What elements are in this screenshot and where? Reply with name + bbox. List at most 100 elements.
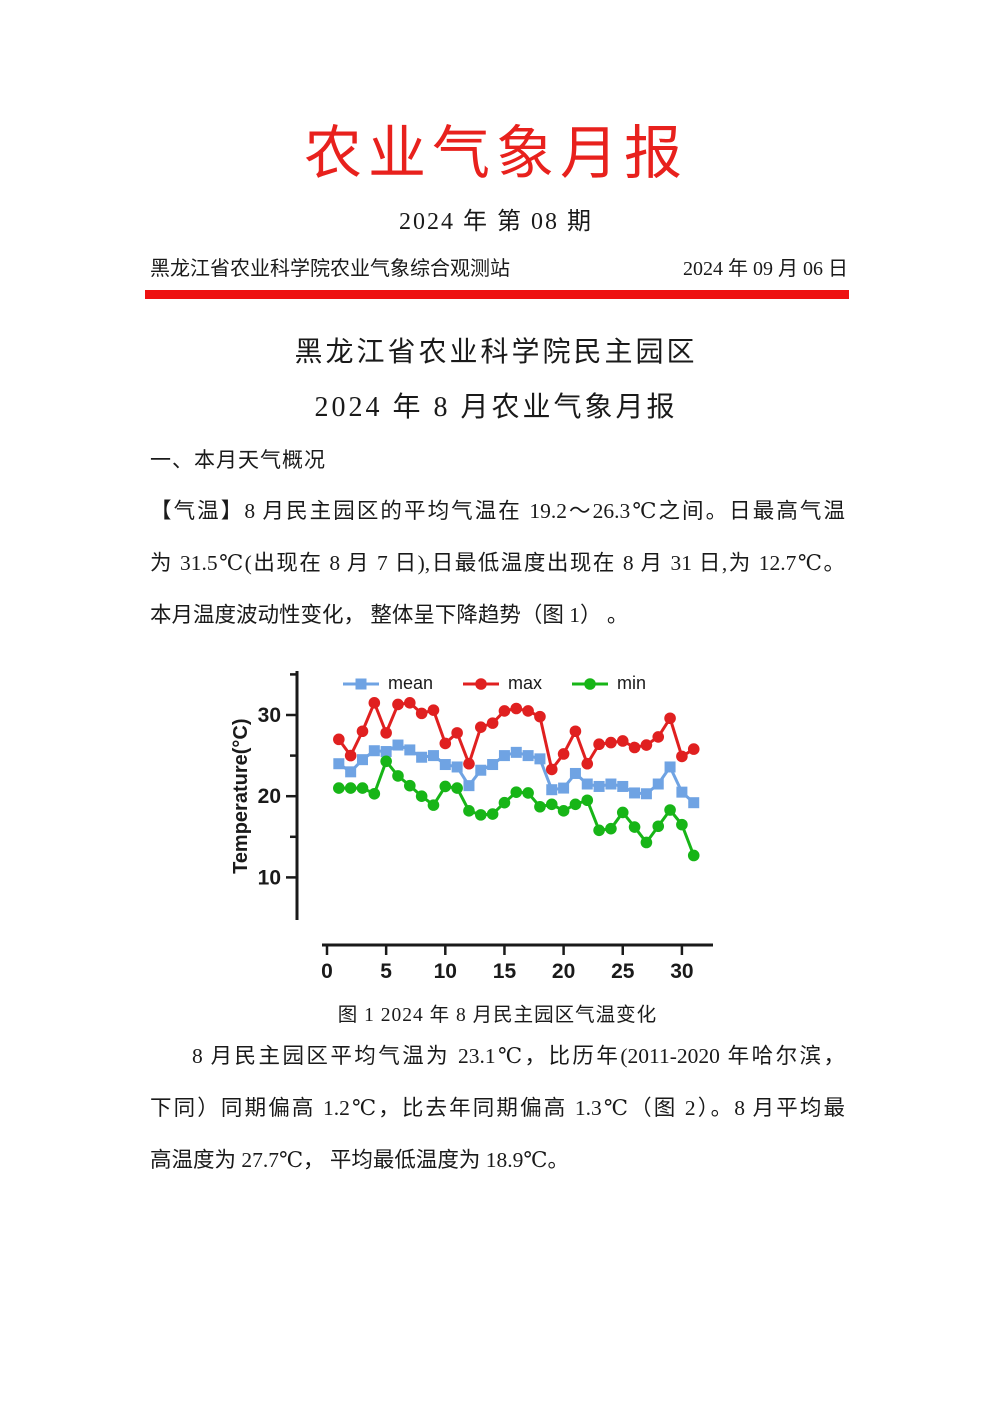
paragraph2-line1: 8 月民主园区平均气温为 23.1℃，比历年(2011-2020 年哈尔滨，: [192, 1044, 845, 1068]
data-point-min: [486, 808, 499, 820]
x-tick-label: 20: [552, 960, 575, 983]
data-point-mean: [664, 761, 676, 773]
data-point-mean: [688, 797, 700, 809]
data-point-mean: [605, 778, 617, 790]
legend-label-max: max: [508, 673, 543, 693]
data-point-mean: [522, 750, 534, 762]
data-point-mean: [629, 787, 641, 799]
data-point-mean: [404, 744, 416, 756]
data-point-max: [451, 727, 463, 739]
data-point-mean: [534, 753, 546, 765]
paragraph1-line3: 本月温度波动性变化， 整体呈下降趋势（图 1） 。: [150, 603, 629, 627]
data-point-min: [545, 798, 558, 811]
max-series-marker-icon: [463, 677, 500, 690]
data-point-min: [368, 787, 381, 800]
data-point-max: [498, 705, 511, 717]
data-point-max: [368, 697, 381, 709]
data-point-min: [616, 806, 629, 819]
data-point-max: [640, 739, 653, 751]
data-point-min: [522, 787, 534, 799]
data-point-mean: [558, 782, 570, 794]
data-point-max: [486, 717, 499, 729]
data-point-max: [628, 741, 641, 754]
data-point-min: [356, 782, 369, 794]
y-tick-label: 10: [258, 866, 281, 889]
data-point-mean: [380, 746, 392, 758]
data-point-mean: [475, 764, 487, 776]
data-point-min: [344, 782, 357, 794]
chart-legend: mean max min: [343, 673, 646, 694]
paragraph2-line3: 高温度为 27.7℃， 平均最低温度为 18.9℃。: [150, 1148, 569, 1172]
data-point-min: [557, 805, 570, 817]
legend-item-mean: mean: [343, 673, 433, 694]
data-point-max: [404, 697, 416, 709]
data-point-max: [581, 757, 594, 770]
data-point-max: [652, 731, 665, 743]
header-rule: [145, 290, 849, 299]
data-point-min: [640, 836, 653, 849]
data-point-mean: [617, 780, 629, 792]
data-point-mean: [640, 788, 652, 800]
data-point-min: [593, 824, 605, 837]
issue-number: 2024 年 第 08 期: [399, 209, 593, 235]
data-point-mean: [569, 767, 581, 779]
data-point-mean: [652, 778, 664, 790]
data-point-min: [652, 820, 665, 833]
data-point-max: [676, 750, 688, 763]
legend-label-mean: mean: [388, 673, 434, 693]
data-point-min: [333, 782, 345, 794]
paragraph1-line1: 【气温】8 月民主园区的平均气温在 19.2～26.3℃之间。日最高气温: [150, 499, 845, 523]
x-tick-label: 5: [380, 960, 392, 983]
data-point-mean: [368, 745, 380, 757]
min-series-marker-icon: [572, 677, 609, 690]
data-point-max: [569, 725, 582, 738]
data-point-max: [439, 737, 452, 750]
masthead: 黑龙江省农业科学院农业气象综合观测站 2024 年 09 月 06 日: [150, 255, 848, 283]
data-point-mean: [416, 751, 428, 763]
section1-title: 一、本月天气概况: [150, 448, 326, 472]
data-point-min: [474, 809, 487, 821]
data-point-mean: [581, 778, 593, 790]
document-heading-line2: 2024 年 8 月农业气象月报: [314, 392, 678, 423]
publish-date: 2024 年 09 月 06 日: [683, 258, 848, 280]
data-point-mean: [593, 780, 605, 792]
data-point-max: [557, 748, 570, 760]
data-point-max: [616, 735, 629, 747]
data-point-max: [510, 702, 523, 715]
x-tick-label: 25: [611, 960, 635, 983]
legend-item-min: min: [572, 673, 646, 694]
data-point-max: [415, 707, 428, 720]
data-point-max: [333, 733, 345, 746]
data-point-min: [415, 790, 428, 802]
data-point-mean: [356, 754, 368, 766]
data-point-max: [605, 736, 617, 749]
data-point-min: [605, 822, 617, 835]
data-point-max: [522, 705, 534, 717]
data-point-max: [664, 712, 676, 725]
data-point-min: [628, 821, 641, 833]
data-point-max: [344, 749, 357, 762]
data-point-mean: [392, 739, 404, 751]
mean-series-marker-icon: [343, 678, 379, 689]
data-point-max: [380, 727, 392, 739]
y-tick-label: 30: [258, 704, 281, 727]
paragraph2-line2: 下同）同期偏高 1.2℃，比去年同期偏高 1.3℃（图 2）。8 月平均最: [150, 1096, 845, 1120]
data-point-mean: [498, 750, 510, 762]
data-point-mean: [439, 759, 451, 771]
x-tick-label: 10: [434, 960, 457, 983]
data-point-max: [593, 738, 605, 751]
data-point-min: [581, 794, 594, 807]
data-point-mean: [487, 759, 499, 771]
data-point-mean: [546, 784, 558, 796]
data-point-mean: [463, 780, 475, 792]
x-tick-label: 15: [493, 960, 517, 983]
data-point-min: [664, 804, 676, 816]
series-line-min: [338, 759, 696, 857]
data-point-mean: [451, 761, 463, 773]
data-point-mean: [510, 746, 522, 758]
data-point-min: [380, 755, 392, 768]
figure1-temperature-chart: 10 20 30 Temperature(°C) 0 5 10 15 20 25 30 mean m…: [225, 653, 745, 1003]
data-point-min: [463, 805, 475, 817]
data-point-mean: [333, 758, 345, 770]
